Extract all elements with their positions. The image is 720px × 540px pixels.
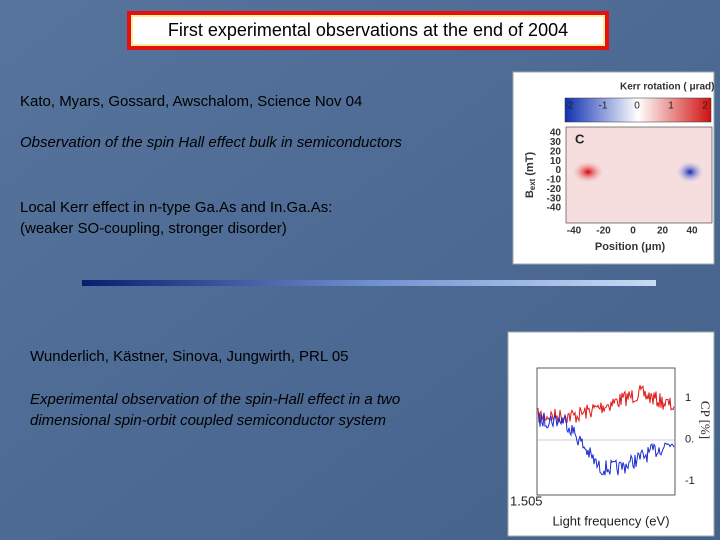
x-tick-label: 20: [657, 226, 669, 237]
figure-frame: [507, 331, 715, 537]
trace: [537, 412, 675, 476]
plot-box: [536, 367, 676, 496]
y-label-sub: ext: [528, 178, 537, 190]
x-tick-label: -40: [567, 226, 582, 237]
x-tick-label: -20: [596, 226, 611, 237]
reference: Kato, Myars, Gossard, Awschalom, Science…: [20, 93, 362, 110]
title-box-inner: [131, 15, 605, 46]
x-label: Position (μm): [595, 241, 666, 253]
heatmap-spot: [572, 161, 604, 183]
reference: Wunderlich, Kästner, Sinova, Jungwirth, …: [30, 348, 349, 365]
y-tick-label: 0: [555, 165, 561, 176]
figure: CP [%] 1.505 Light frequency (eV) 1 0. -1: [507, 331, 715, 537]
x-tick-label: 40: [686, 226, 698, 237]
colorbar-tick-label: -1: [599, 101, 608, 112]
panel-label: C: [575, 131, 585, 146]
y-label-main: B: [524, 190, 536, 198]
colorbar-tick-label: -2: [565, 101, 574, 112]
title: First experimental observations at the e…: [168, 20, 568, 40]
trace: [537, 385, 675, 425]
figure: Kerr rotation ( μrad) C Bext (mT) Positio…: [512, 71, 715, 265]
heatmap-spot: [676, 161, 704, 183]
y-tick-label: 20: [550, 146, 562, 157]
colorbar: [564, 97, 712, 123]
y-tick-label: -1: [685, 475, 695, 487]
y-label-unit: (mT): [524, 151, 536, 175]
text-line: dimensional spin-orbit coupled semicondu…: [30, 412, 386, 429]
y-label: CP [%]: [698, 401, 713, 439]
y-tick-label: -10: [547, 175, 562, 186]
colorbar-tick-label: 2: [702, 101, 708, 112]
colorbar-tick-label: 0: [634, 101, 640, 112]
y-tick-label: -40: [547, 203, 562, 214]
divider: [82, 280, 656, 286]
y-tick-label: 0.: [685, 433, 694, 445]
title-box: [127, 11, 609, 50]
y-tick-label: 1: [685, 392, 691, 404]
colorbar-title: Kerr rotation ( μrad): [620, 82, 714, 93]
text-line: Experimental observation of the spin-Hal…: [30, 391, 400, 408]
y-label: Bext (mT): [524, 151, 537, 198]
y-tick-label: 10: [550, 156, 562, 167]
x-tick-label: 0: [630, 226, 636, 237]
y-tick-label: -30: [547, 193, 562, 204]
y-tick-label: 30: [550, 137, 562, 148]
subtitle: Observation of the spin Hall effect bulk…: [20, 134, 402, 151]
x-label: Light frequency (eV): [552, 513, 669, 528]
x-tick-label: 1.505: [510, 493, 543, 508]
text-line: Local Kerr effect in n-type Ga.As and In…: [20, 199, 332, 216]
y-tick-label: -20: [547, 184, 562, 195]
text-line: (weaker SO-coupling, stronger disorder): [20, 220, 287, 237]
y-tick-label: 40: [550, 128, 562, 139]
colorbar-tick-label: 1: [668, 101, 674, 112]
